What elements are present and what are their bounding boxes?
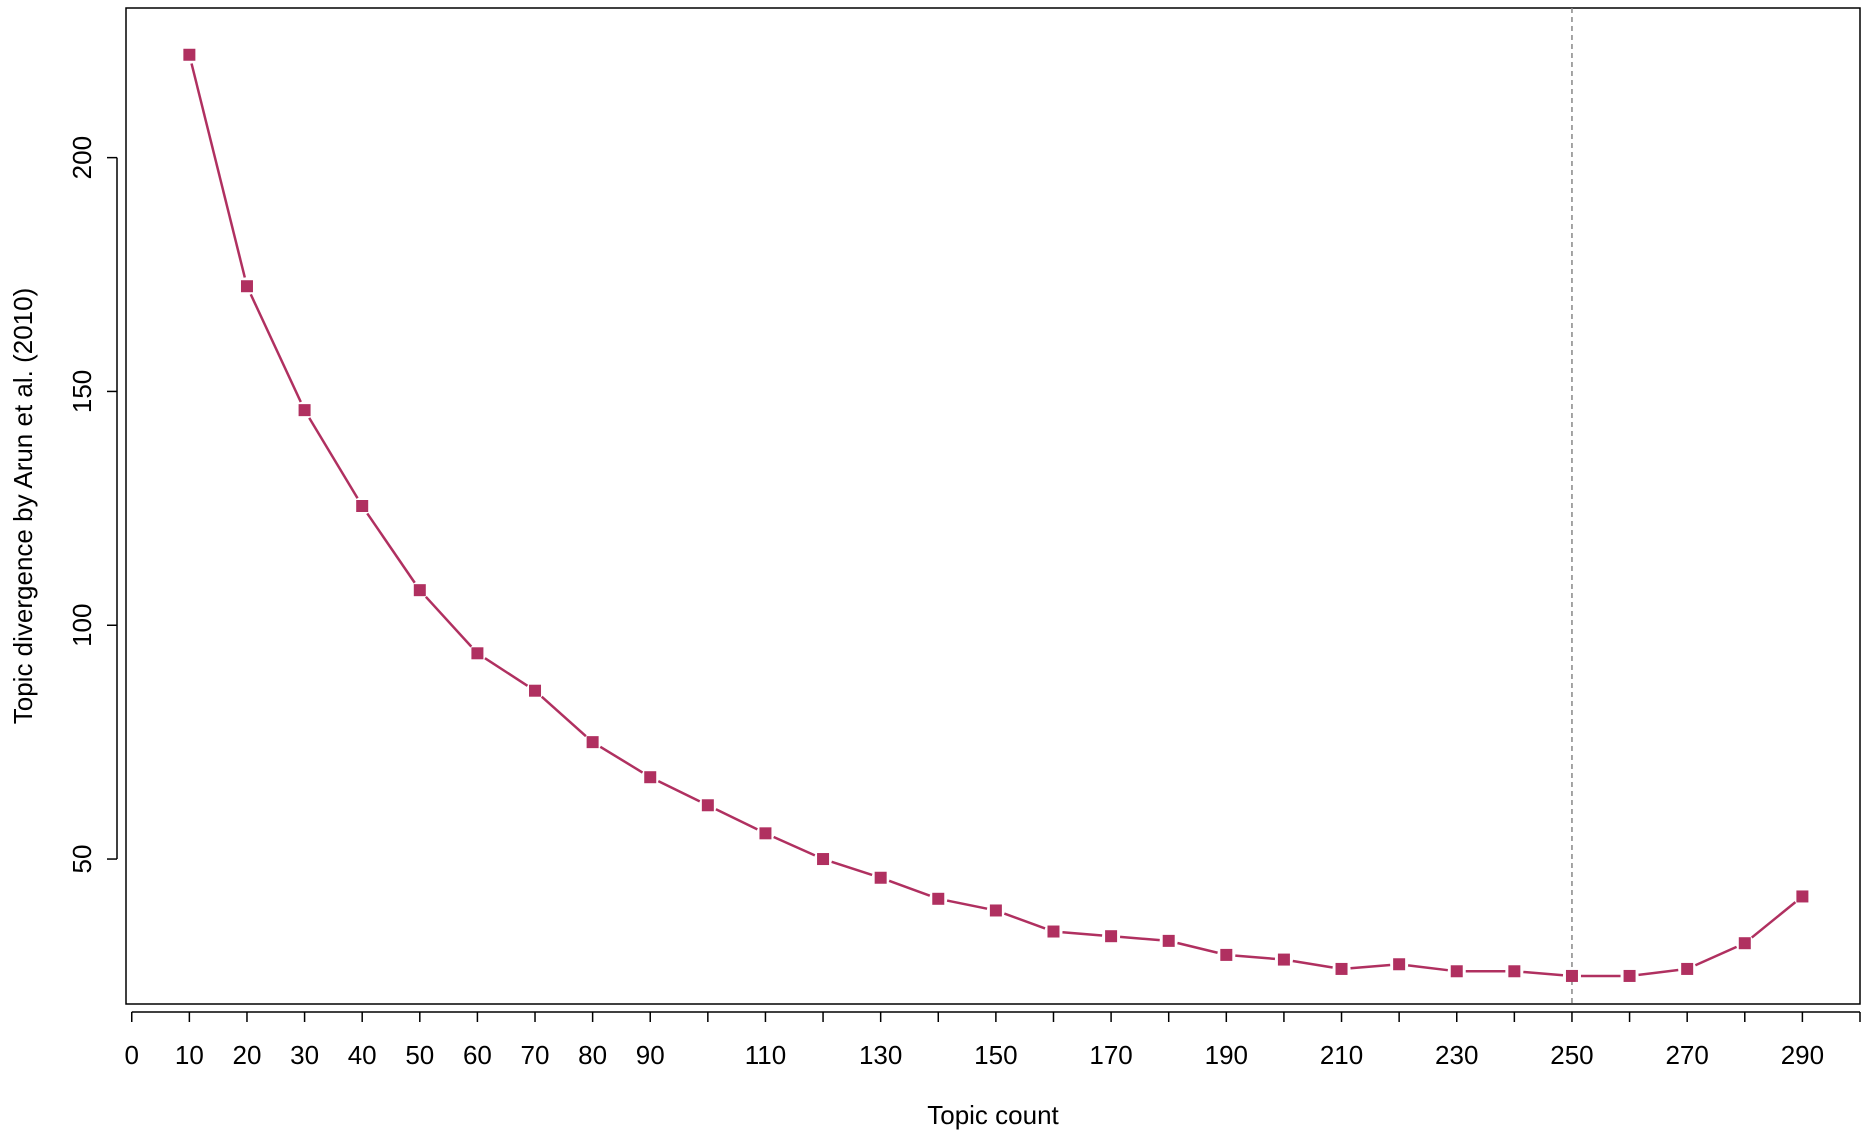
series-line-segment: [831, 860, 873, 877]
x-tick-label: 210: [1320, 1040, 1363, 1070]
x-tick-label: 130: [859, 1040, 902, 1070]
data-point-marker: [413, 584, 426, 597]
data-point-marker: [874, 871, 887, 884]
data-point-marker: [240, 280, 253, 293]
series-line-segment: [1638, 968, 1679, 977]
data-point-marker: [529, 684, 542, 697]
series-line-segment: [366, 512, 416, 584]
y-axis: 50 100 150 200: [67, 136, 118, 874]
series-line-segment: [190, 63, 247, 278]
y-axis-title: Topic divergence by Arun et al. (2010): [8, 288, 38, 724]
data-point-marker: [644, 771, 657, 784]
x-tick-label: 270: [1665, 1040, 1708, 1070]
x-tick-label: 290: [1781, 1040, 1824, 1070]
data-point-marker: [1738, 937, 1751, 950]
data-point-marker: [586, 736, 599, 749]
x-axis-title: Topic count: [927, 1100, 1059, 1130]
data-point-marker: [1105, 930, 1118, 943]
series-line-segment: [715, 808, 758, 831]
x-axis: 0 10 20 30 40 50 60 70 80 90 110 130 150 170 190 210 230…: [125, 1011, 1861, 1070]
data-point-marker: [1277, 953, 1290, 966]
series-line-segment: [1119, 935, 1160, 942]
series-line-segment: [484, 657, 529, 687]
data-point-marker: [1393, 958, 1406, 971]
series-line-segment: [888, 879, 931, 897]
x-tick-label: 230: [1435, 1040, 1478, 1070]
data-point-marker: [1220, 948, 1233, 961]
series-line-segment: [540, 695, 587, 738]
series-line-segment: [1750, 901, 1797, 939]
x-tick-label: 40: [348, 1040, 377, 1070]
data-point-marker: [1796, 890, 1809, 903]
series-line-segment: [1694, 945, 1738, 967]
series-line-segment: [1407, 964, 1448, 972]
y-tick-label: 150: [67, 370, 97, 413]
x-tick-label: 20: [233, 1040, 262, 1070]
data-point-marker: [1335, 962, 1348, 975]
series-line-segment: [1523, 970, 1564, 977]
plot-frame: [125, 7, 1861, 1005]
x-tick-label: 150: [974, 1040, 1017, 1070]
x-tick-label: 0: [125, 1040, 139, 1070]
series-line-segment: [657, 780, 701, 803]
series-line-segment: [599, 745, 644, 774]
series-line-segment: [1062, 931, 1103, 937]
x-tick-label: 110: [745, 1040, 786, 1070]
series-line-segment: [308, 417, 359, 499]
x-tick-label: 250: [1550, 1040, 1593, 1070]
data-point-marker: [759, 827, 772, 840]
y-tick-label: 200: [67, 136, 97, 179]
data-point-marker: [1623, 969, 1636, 982]
data-point-marker: [1565, 969, 1578, 982]
y-tick-label: 50: [67, 845, 97, 874]
data-point-marker: [1450, 965, 1463, 978]
data-point-marker: [1162, 934, 1175, 947]
data-point-marker: [989, 904, 1002, 917]
series-line-segment: [1177, 941, 1218, 954]
data-point-marker: [298, 404, 311, 417]
series-line-segment: [424, 595, 473, 648]
x-tick-label: 190: [1205, 1040, 1248, 1070]
x-tick-label: 30: [290, 1040, 319, 1070]
x-tick-label: 90: [636, 1040, 665, 1070]
data-point-marker: [183, 48, 196, 61]
series-line-segment: [1292, 959, 1333, 969]
series-line-segment: [1350, 963, 1391, 970]
series-line-segment: [1003, 912, 1046, 930]
series-line-segment: [1235, 954, 1276, 961]
series-line-segment: [773, 835, 816, 857]
x-tick-label: 10: [175, 1040, 204, 1070]
data-point-marker: [1681, 962, 1694, 975]
x-tick-label: 70: [521, 1040, 550, 1070]
data-point-marker: [1047, 925, 1060, 938]
series-line-segment: [249, 293, 302, 403]
y-tick-label: 100: [67, 604, 97, 647]
data-point-marker: [932, 892, 945, 905]
x-tick-label: 80: [578, 1040, 607, 1070]
x-tick-label: 60: [463, 1040, 492, 1070]
data-point-marker: [1508, 965, 1521, 978]
series-line-segment: [946, 899, 988, 910]
series-layer: [183, 48, 1809, 982]
x-tick-label: 50: [405, 1040, 434, 1070]
data-point-marker: [356, 500, 369, 512]
data-point-marker: [471, 647, 484, 660]
x-tick-label: 170: [1089, 1040, 1132, 1070]
data-point-marker: [817, 853, 830, 866]
data-point-marker: [701, 799, 714, 812]
